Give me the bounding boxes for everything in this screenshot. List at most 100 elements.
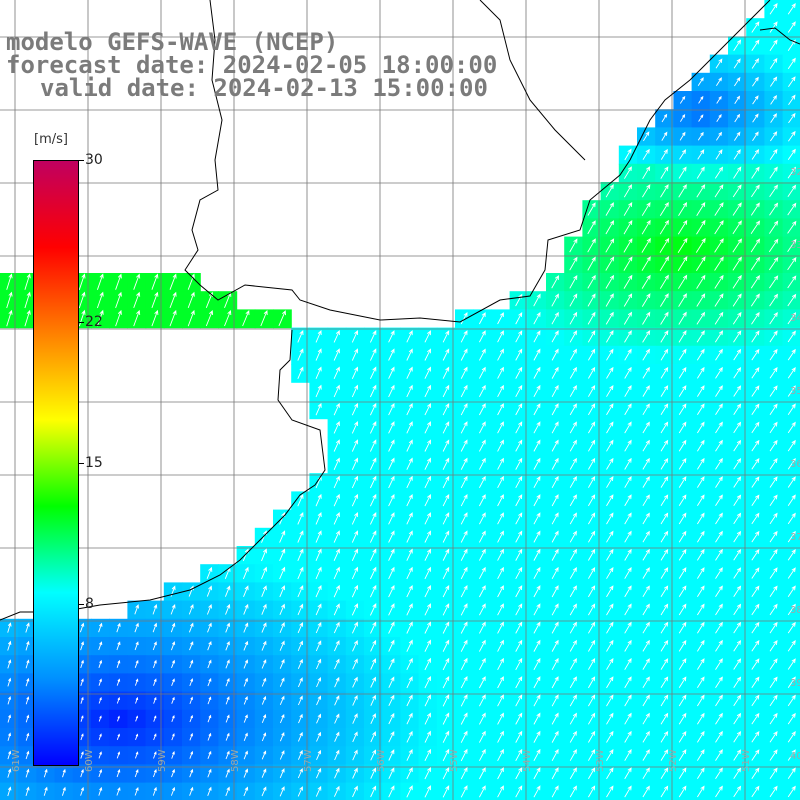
wind-arrow: [460, 530, 468, 543]
wind-arrow: [135, 733, 139, 740]
wind-arrow: [787, 658, 796, 670]
wind-arrow: [279, 786, 285, 797]
wind-arrow: [787, 476, 796, 488]
wind-arrow: [424, 639, 431, 652]
wind-arrow: [315, 530, 322, 543]
wind-arrow: [770, 76, 778, 87]
colorbar-tick-label: 22: [85, 313, 103, 330]
wind-arrow: [588, 785, 596, 798]
wind-arrow: [352, 731, 358, 743]
wind-arrow: [678, 730, 687, 743]
wind-arrow: [660, 603, 669, 616]
wind-arrow: [606, 639, 614, 652]
wind-arrow: [406, 348, 413, 361]
wind-arrow: [588, 403, 596, 416]
wind-arrow: [153, 696, 157, 704]
wind-arrow: [769, 785, 778, 798]
wind-arrow: [479, 457, 486, 470]
wind-arrow: [497, 512, 504, 525]
wind-arrow: [515, 566, 523, 580]
wind-arrow: [769, 330, 778, 343]
wind-arrow: [606, 348, 614, 361]
wind-arrow: [515, 585, 523, 598]
wind-arrow: [153, 678, 157, 686]
wind-arrow: [697, 749, 705, 761]
wind-arrow: [716, 77, 722, 87]
wind-arrow: [96, 273, 104, 290]
wind-arrow: [442, 712, 450, 725]
wind-arrow: [569, 403, 577, 416]
wind-arrow: [715, 149, 723, 160]
wind-arrow: [171, 715, 175, 722]
wind-arrow: [678, 274, 688, 289]
wind-arrow: [351, 439, 359, 452]
wind-arrow: [207, 677, 212, 687]
wind-arrow: [769, 3, 778, 15]
wind-arrow: [279, 603, 285, 615]
wind-arrow: [406, 566, 413, 580]
wind-arrow: [606, 567, 614, 579]
wind-arrow: [334, 695, 340, 706]
wind-arrow: [769, 220, 779, 234]
wind-arrow: [297, 366, 304, 379]
wind-arrow: [698, 114, 704, 122]
wind-arrow: [714, 202, 724, 216]
wind-arrow: [116, 622, 121, 633]
wind-arrow: [243, 585, 249, 597]
wind-arrow: [424, 766, 431, 780]
latitude-label: 37S: [790, 532, 800, 543]
wind-arrow: [769, 530, 778, 543]
wind-arrow: [569, 658, 577, 670]
wind-arrow: [678, 767, 687, 780]
wind-arrow: [442, 330, 450, 343]
wind-arrow: [278, 310, 286, 327]
wind-arrow: [297, 566, 304, 580]
wind-arrow: [460, 657, 468, 671]
wind-arrow: [734, 95, 741, 105]
wind-arrow: [460, 621, 468, 634]
wind-arrow: [515, 439, 523, 452]
wind-arrow: [115, 309, 122, 327]
wind-arrow: [406, 676, 413, 689]
wind-arrow: [660, 548, 669, 561]
wind-arrow: [479, 421, 486, 434]
wind-arrow: [460, 603, 468, 616]
wind-arrow: [171, 733, 175, 741]
wind-arrow: [751, 184, 760, 198]
wind-arrow: [660, 494, 669, 507]
wind-arrow: [660, 293, 669, 307]
wind-arrow: [515, 767, 523, 780]
wind-arrow: [695, 237, 706, 253]
wind-arrow: [225, 640, 230, 651]
wind-arrow: [642, 730, 650, 743]
wind-arrow: [697, 385, 705, 397]
wind-arrow: [768, 238, 779, 253]
wind-arrow: [370, 749, 376, 761]
wind-arrow: [787, 348, 796, 361]
wind-arrow: [388, 694, 395, 706]
wind-arrow: [788, 76, 796, 87]
wind-arrow: [697, 494, 705, 507]
wind-arrow: [261, 786, 267, 797]
wind-arrow: [80, 678, 84, 686]
wind-arrow: [606, 749, 614, 761]
wind-arrow: [497, 676, 504, 689]
wind-arrow: [460, 384, 468, 398]
wind-arrow: [25, 714, 30, 723]
wind-arrow: [624, 148, 632, 161]
wind-arrow: [697, 403, 705, 416]
wind-arrow: [533, 439, 541, 452]
wind-arrow: [424, 694, 431, 707]
wind-arrow: [751, 767, 760, 779]
wind-arrow: [787, 257, 797, 271]
wind-arrow: [533, 311, 541, 325]
wind-arrow: [769, 421, 778, 434]
wind-arrow: [153, 733, 157, 741]
wind-arrow: [588, 712, 596, 725]
wind-arrow: [751, 585, 760, 597]
wind-arrow: [515, 330, 523, 343]
wind-arrow: [43, 768, 48, 778]
wind-arrow: [333, 493, 340, 507]
wind-arrow: [533, 785, 541, 798]
